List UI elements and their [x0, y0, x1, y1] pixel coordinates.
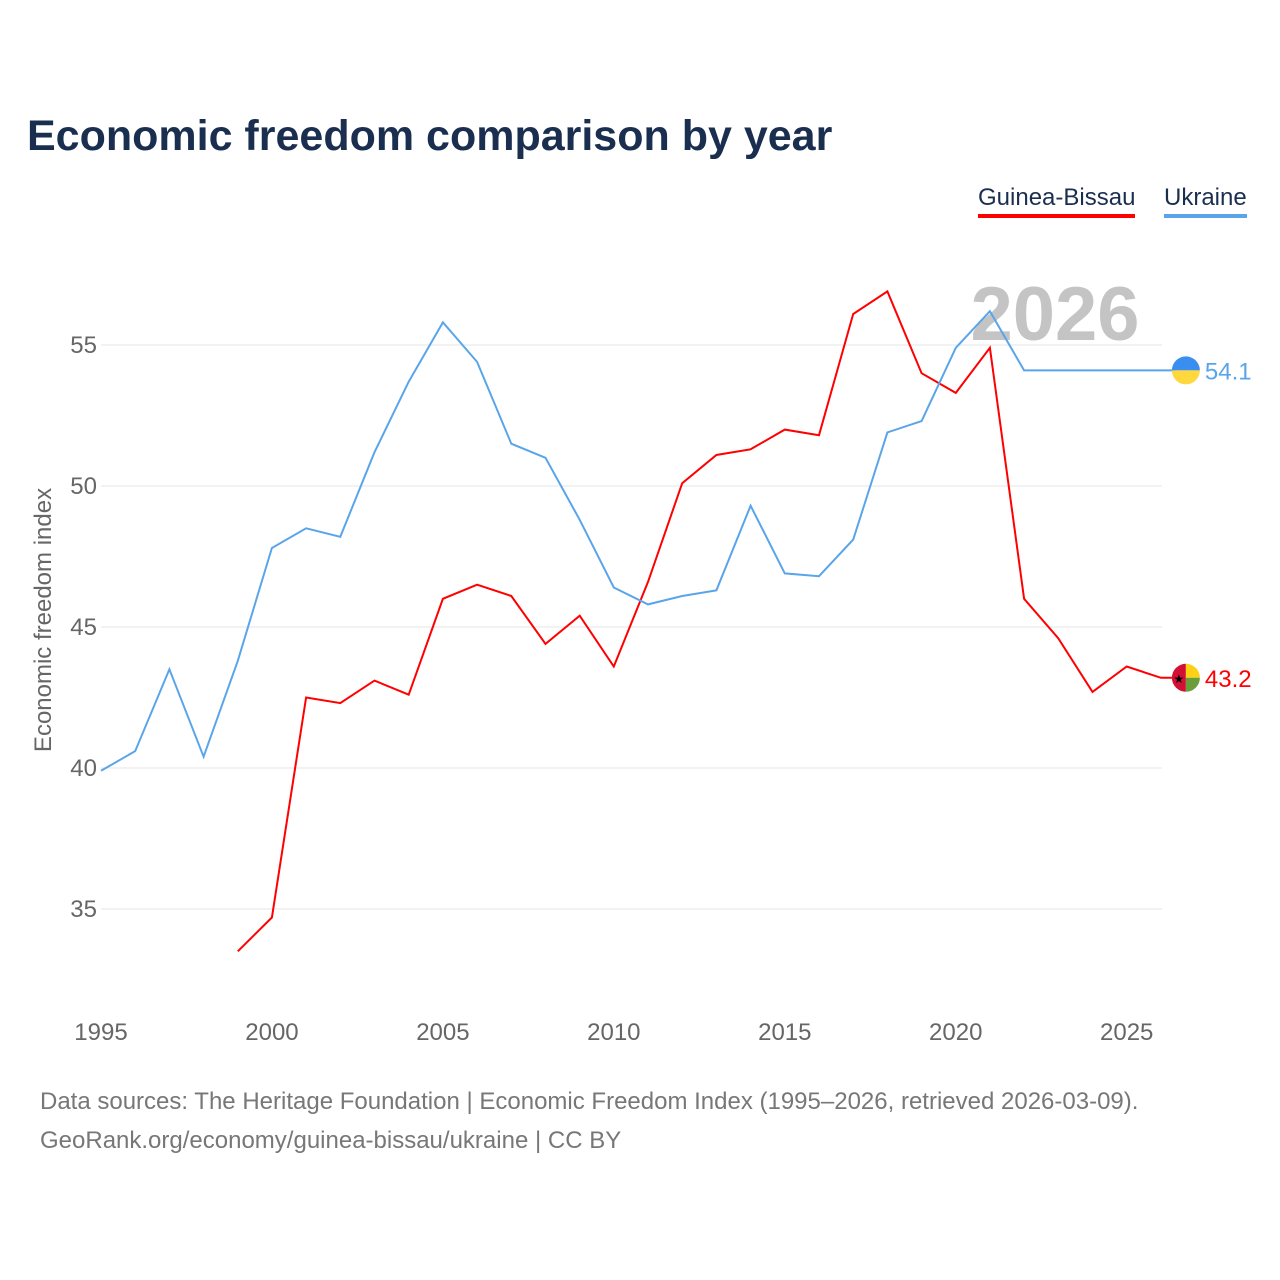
x-tick-label: 2005: [416, 1019, 469, 1046]
y-tick-label: 55: [70, 332, 97, 359]
y-tick-label: 50: [70, 473, 97, 500]
legend-guinea-bissau[interactable]: Guinea-Bissau: [978, 184, 1136, 218]
y-axis-label: Economic freedom index: [30, 488, 57, 752]
x-tick-label: 2015: [758, 1019, 811, 1046]
legend-ukraine[interactable]: Ukraine: [1164, 184, 1247, 218]
chart-title: Economic freedom comparison by year: [27, 112, 833, 160]
x-tick-label: 2010: [587, 1019, 640, 1046]
svg-text:★: ★: [1174, 672, 1185, 686]
end-value-label: 54.1: [1205, 358, 1252, 385]
y-tick-label: 40: [70, 755, 97, 782]
y-tick-label: 45: [70, 614, 97, 641]
x-tick-label: 1995: [74, 1019, 127, 1046]
x-tick-label: 2025: [1100, 1019, 1153, 1046]
ukraine-flag-icon: [1171, 356, 1200, 385]
series-line-guinea-bissau: [237, 289, 1175, 953]
x-tick-label: 2020: [929, 1019, 982, 1046]
year-watermark: 2026: [970, 272, 1139, 357]
guinea-bissau-flag-icon: ★: [1171, 663, 1200, 692]
y-tick-label: 35: [70, 896, 97, 923]
end-value-label: 43.2: [1205, 666, 1252, 693]
series-line-ukraine: [100, 309, 1175, 772]
footer-link[interactable]: GeoRank.org/economy/guinea-bissau/ukrain…: [40, 1127, 622, 1154]
x-tick-label: 2000: [245, 1019, 298, 1046]
footer-sources: Data sources: The Heritage Foundation | …: [40, 1088, 1139, 1115]
